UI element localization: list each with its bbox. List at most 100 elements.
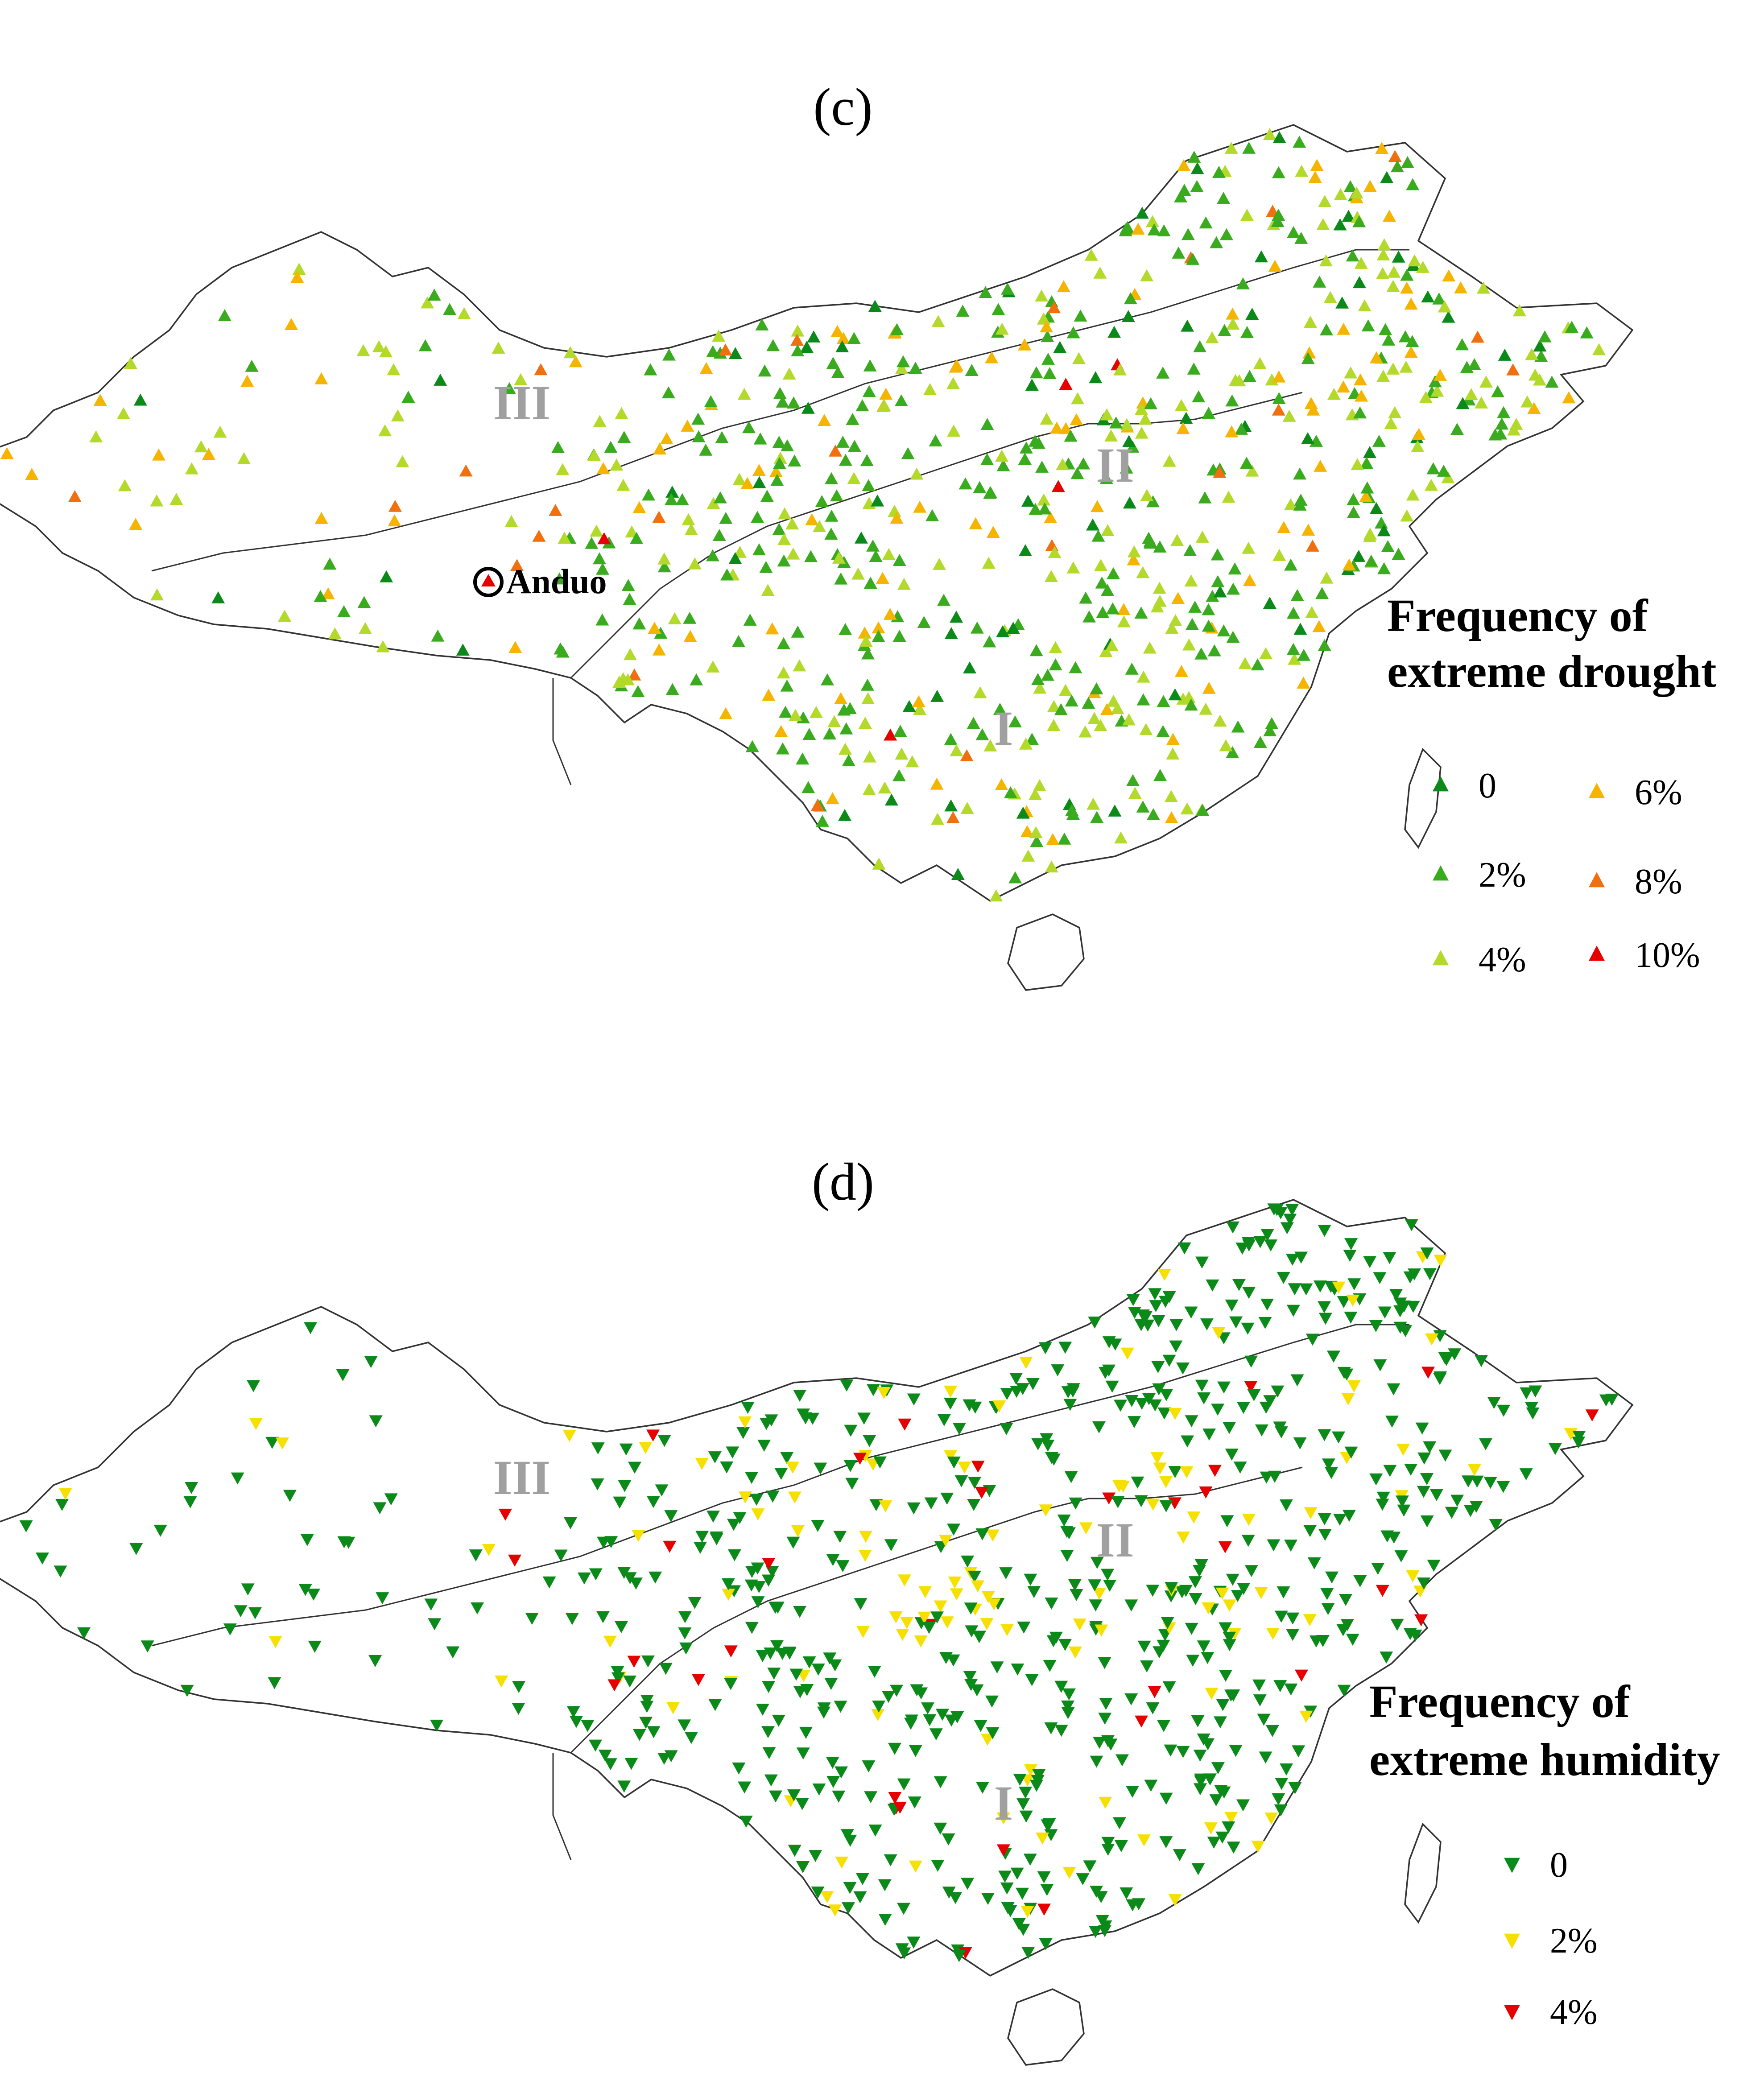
station-marker: [1090, 1557, 1104, 1569]
station-marker: [1107, 694, 1120, 707]
station-marker: [1470, 1475, 1484, 1488]
station-marker: [971, 1580, 985, 1593]
station-marker: [661, 386, 675, 399]
station-marker: [896, 1903, 910, 1915]
station-marker: [1020, 1906, 1034, 1918]
station-marker: [820, 1891, 834, 1903]
station-marker: [1294, 231, 1308, 244]
station-marker: [1040, 1433, 1053, 1445]
station-marker: [1111, 1496, 1125, 1508]
station-marker: [930, 689, 944, 702]
region-label-ii: II: [1096, 438, 1134, 492]
station-marker: [1162, 1681, 1176, 1693]
station-marker: [804, 550, 818, 562]
station-marker: [1313, 275, 1326, 288]
station-marker: [1090, 811, 1104, 823]
station-marker: [1364, 554, 1378, 567]
station-marker: [1184, 698, 1198, 711]
station-marker: [1202, 619, 1215, 632]
station-marker: [1242, 1514, 1256, 1526]
station-marker: [853, 1891, 867, 1903]
station-marker: [1150, 1452, 1164, 1465]
station-marker: [828, 444, 842, 457]
station-marker: [877, 399, 891, 412]
station-marker: [970, 621, 984, 634]
station-marker: [772, 523, 786, 535]
station-marker: [283, 1490, 297, 1502]
station-marker: [791, 625, 805, 638]
station-marker: [549, 504, 562, 516]
station-marker: [699, 443, 713, 456]
station-marker: [542, 1576, 556, 1589]
station-marker: [713, 347, 727, 359]
station-marker: [1185, 1415, 1198, 1428]
station-marker: [1306, 403, 1320, 416]
station-marker: [688, 1597, 702, 1609]
station-marker: [1376, 248, 1390, 260]
station-marker: [1294, 1251, 1308, 1264]
station-marker: [996, 459, 1010, 471]
station-marker: [1020, 825, 1034, 838]
station-marker: [1104, 1738, 1118, 1751]
station-marker: [1442, 269, 1456, 282]
station-marker: [1236, 277, 1250, 289]
station-marker: [1277, 1586, 1290, 1598]
station-marker: [921, 1702, 935, 1715]
station-marker: [1372, 434, 1386, 447]
station-marker: [1207, 644, 1221, 656]
station-marker: [1347, 493, 1360, 505]
station-marker: [1320, 571, 1334, 584]
station-marker: [1420, 1515, 1434, 1528]
region-label-iii: III: [493, 1450, 550, 1505]
station-marker: [372, 340, 386, 353]
station-marker: [1153, 582, 1166, 594]
station-marker: [1107, 567, 1120, 579]
station-marker: [553, 572, 566, 585]
station-marker: [1189, 1593, 1202, 1606]
station-marker: [1174, 190, 1188, 202]
station-marker: [595, 613, 609, 626]
station-marker: [1491, 385, 1505, 397]
station-marker: [1194, 1559, 1208, 1572]
station-marker: [890, 1685, 904, 1697]
station-marker: [896, 355, 910, 367]
station-marker: [1000, 1423, 1013, 1435]
station-marker: [751, 1508, 765, 1521]
station-marker: [1237, 1583, 1251, 1595]
station-marker: [1354, 256, 1368, 269]
station-marker: [1066, 326, 1080, 339]
station-marker: [364, 1356, 378, 1368]
station-marker: [647, 1726, 661, 1738]
legend-label: 10%: [1635, 936, 1700, 975]
station-marker: [989, 889, 1003, 902]
station-marker: [986, 1727, 1000, 1739]
station-marker: [1407, 1268, 1421, 1281]
station-marker: [446, 1646, 460, 1659]
station-marker: [766, 1490, 780, 1503]
station-marker: [1227, 1841, 1240, 1854]
station-marker: [565, 1613, 579, 1625]
station-marker: [1101, 1844, 1115, 1856]
station-marker: [1461, 1475, 1475, 1488]
station-marker: [1334, 188, 1347, 200]
station-marker: [713, 491, 727, 504]
station-marker: [1286, 1612, 1300, 1625]
station-marker: [1318, 1301, 1331, 1313]
station-marker: [719, 512, 733, 524]
station-marker: [1019, 1810, 1033, 1823]
station-marker: [1384, 417, 1398, 429]
station-marker: [54, 1565, 67, 1578]
station-marker: [639, 1441, 653, 1454]
station-marker: [278, 610, 292, 622]
station-marker: [1342, 558, 1356, 571]
station-marker: [1193, 1749, 1207, 1762]
station-marker: [1131, 1476, 1144, 1489]
station-marker: [973, 481, 987, 493]
station-marker: [760, 1418, 773, 1430]
station-marker: [666, 1702, 680, 1714]
station-marker: [1489, 1519, 1503, 1531]
station-marker: [830, 325, 844, 337]
station-marker: [1337, 322, 1351, 335]
station-marker: [619, 1443, 633, 1456]
station-marker: [727, 1519, 740, 1531]
